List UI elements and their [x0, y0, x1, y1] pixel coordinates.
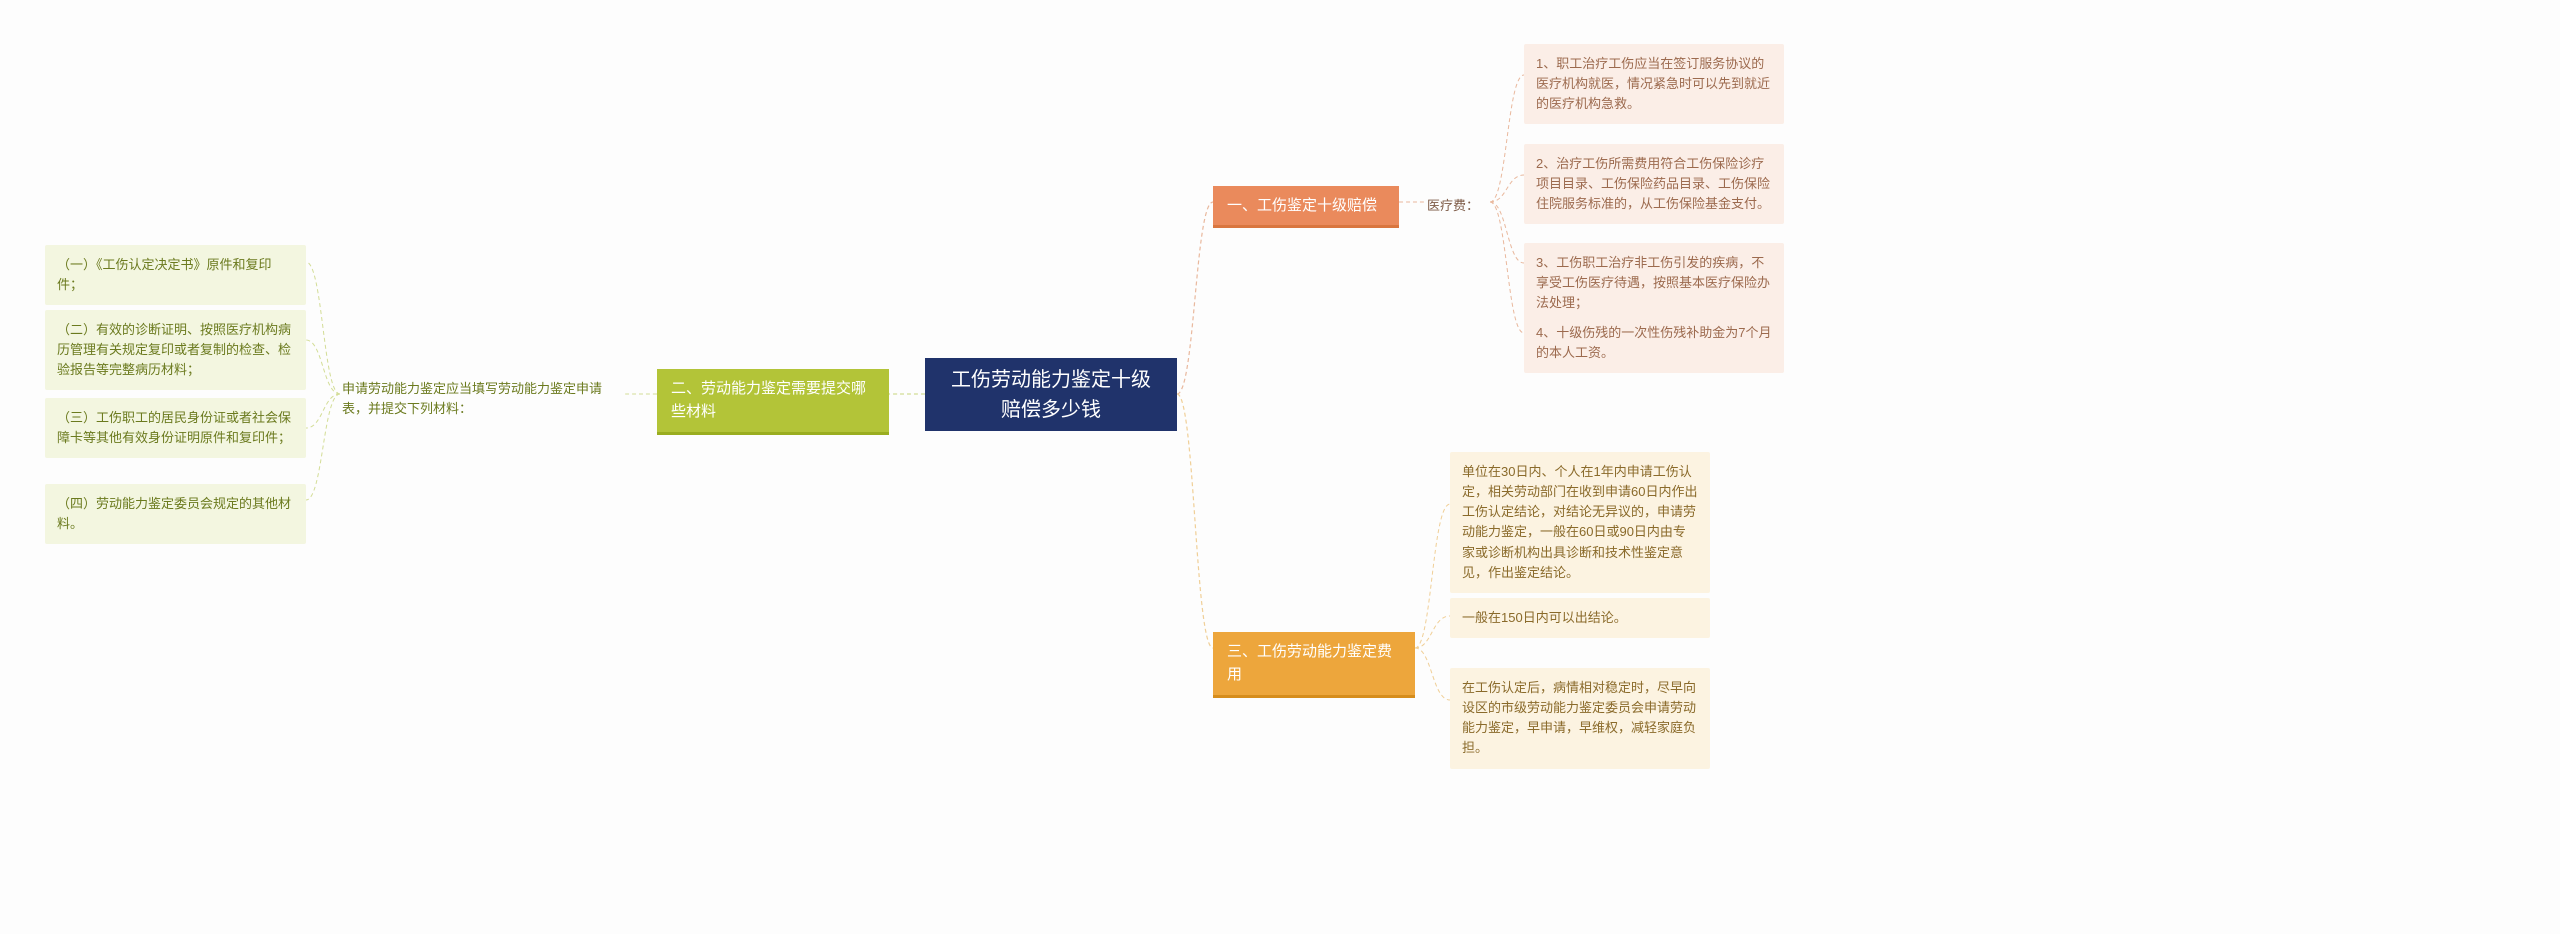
branch-2-item-0: （一）《工伤认定决定书》原件和复印件；	[45, 245, 306, 305]
branch-2-label: 二、劳动能力鉴定需要提交哪些材料	[671, 380, 866, 420]
root-label: 工伤劳动能力鉴定十级赔偿多少钱	[947, 365, 1155, 425]
leaf-text: 3、工伤职工治疗非工伤引发的疾病，不享受工伤医疗待遇，按照基本医疗保险办法处理；	[1536, 255, 1770, 310]
branch-1-item-2: 3、工伤职工治疗非工伤引发的疾病，不享受工伤医疗待遇，按照基本医疗保险办法处理；	[1524, 243, 1784, 323]
branch-1-sub: 医疗费：	[1425, 192, 1490, 220]
branch-1-item-1: 2、治疗工伤所需费用符合工伤保险诊疗项目目录、工伤保险药品目录、工伤保险住院服务…	[1524, 144, 1784, 224]
leaf-text: （四）劳动能力鉴定委员会规定的其他材料。	[57, 496, 291, 531]
branch-2-item-3: （四）劳动能力鉴定委员会规定的其他材料。	[45, 484, 306, 544]
branch-2: 二、劳动能力鉴定需要提交哪些材料	[657, 369, 889, 435]
branch-1-item-3: 4、十级伤残的一次性伤残补助金为7个月的本人工资。	[1524, 313, 1784, 373]
leaf-text: （二）有效的诊断证明、按照医疗机构病历管理有关规定复印或者复制的检查、检验报告等…	[57, 322, 291, 377]
branch-2-sub: 申请劳动能力鉴定应当填写劳动能力鉴定申请表，并提交下列材料：	[340, 375, 623, 423]
branch-1-sub-label: 医疗费：	[1427, 198, 1479, 213]
leaf-text: 一般在150日内可以出结论。	[1462, 610, 1627, 625]
leaf-text: 在工伤认定后，病情相对稳定时，尽早向设区的市级劳动能力鉴定委员会申请劳动能力鉴定…	[1462, 680, 1696, 755]
branch-3-item-2: 在工伤认定后，病情相对稳定时，尽早向设区的市级劳动能力鉴定委员会申请劳动能力鉴定…	[1450, 668, 1710, 769]
connector-lines	[0, 0, 2560, 934]
branch-1-item-0: 1、职工治疗工伤应当在签订服务协议的医疗机构就医，情况紧急时可以先到就近的医疗机…	[1524, 44, 1784, 124]
leaf-text: 2、治疗工伤所需费用符合工伤保险诊疗项目目录、工伤保险药品目录、工伤保险住院服务…	[1536, 156, 1770, 211]
branch-2-item-1: （二）有效的诊断证明、按照医疗机构病历管理有关规定复印或者复制的检查、检验报告等…	[45, 310, 306, 390]
branch-3-item-1: 一般在150日内可以出结论。	[1450, 598, 1710, 638]
leaf-text: 1、职工治疗工伤应当在签订服务协议的医疗机构就医，情况紧急时可以先到就近的医疗机…	[1536, 56, 1770, 111]
branch-3-item-0: 单位在30日内、个人在1年内申请工伤认定，相关劳动部门在收到申请60日内作出工伤…	[1450, 452, 1710, 593]
leaf-text: 4、十级伤残的一次性伤残补助金为7个月的本人工资。	[1536, 325, 1771, 360]
root-node: 工伤劳动能力鉴定十级赔偿多少钱	[925, 358, 1177, 431]
leaf-text: （一）《工伤认定决定书》原件和复印件；	[57, 257, 272, 292]
leaf-text: （三）工伤职工的居民身份证或者社会保障卡等其他有效身份证明原件和复印件；	[57, 410, 291, 445]
branch-3-label: 三、工伤劳动能力鉴定费用	[1227, 643, 1392, 683]
branch-2-item-2: （三）工伤职工的居民身份证或者社会保障卡等其他有效身份证明原件和复印件；	[45, 398, 306, 458]
branch-2-sub-label: 申请劳动能力鉴定应当填写劳动能力鉴定申请表，并提交下列材料：	[342, 381, 602, 416]
leaf-text: 单位在30日内、个人在1年内申请工伤认定，相关劳动部门在收到申请60日内作出工伤…	[1462, 464, 1697, 580]
branch-3: 三、工伤劳动能力鉴定费用	[1213, 632, 1415, 698]
branch-1: 一、工伤鉴定十级赔偿	[1213, 186, 1399, 228]
branch-1-label: 一、工伤鉴定十级赔偿	[1227, 197, 1377, 214]
